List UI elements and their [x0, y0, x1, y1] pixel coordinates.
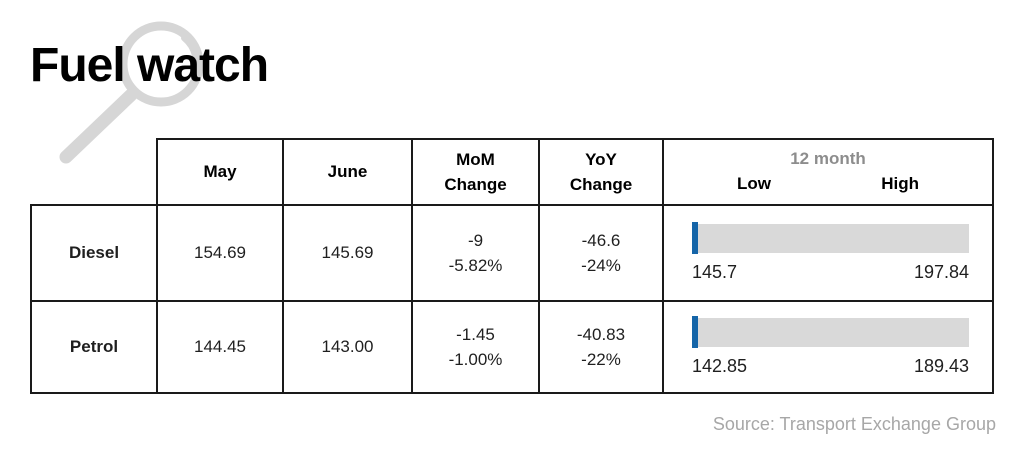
cell-diesel-mom-change: -9 -5.82% [411, 204, 540, 302]
diesel-range-bar [692, 221, 969, 254]
petrol-range-marker-icon [692, 315, 698, 348]
col-header-june: June [282, 138, 413, 206]
diesel-range-marker-icon [692, 221, 698, 254]
magnifier-icon [59, 21, 204, 164]
cell-diesel-june: 145.69 [282, 204, 413, 302]
cell-petrol-june: 143.00 [282, 300, 413, 394]
table-row-petrol: Petrol 144.45 143.00 -1.45 -1.00% -40.83… [30, 300, 994, 394]
col-header-yoy-change: YoY Change [538, 138, 664, 206]
low-column-label: Low [737, 174, 771, 193]
twelve-month-label: 12 month [790, 149, 866, 169]
col-header-12-month: 12 month Low High [662, 138, 994, 206]
petrol-range-low-value: 142.85 [692, 355, 748, 376]
header-spacer-cell [31, 139, 157, 205]
cell-petrol-yoy-change: -40.83 -22% [538, 300, 664, 394]
header-row: May June MoM Change YoY Change 12 month … [31, 138, 994, 206]
cell-diesel-may: 154.69 [156, 204, 284, 302]
cell-diesel-yoy-change: -46.6 -24% [538, 204, 664, 302]
fuel-table: May June MoM Change YoY Change 12 month … [30, 138, 994, 394]
diesel-range-low-value: 145.7 [692, 261, 738, 282]
source-credit: Source: Transport Exchange Group [712, 414, 996, 434]
cell-petrol-mom-change: -1.45 -1.00% [411, 300, 540, 394]
petrol-range-bar [692, 315, 969, 348]
diesel-range-high-value: 197.84 [913, 261, 969, 282]
row-label-petrol: Petrol [30, 300, 158, 394]
col-header-may: May [156, 138, 284, 206]
table-row-diesel: Diesel 154.69 145.69 -9 -5.82% -46.6 -24… [30, 204, 994, 302]
high-column-label: High [881, 174, 919, 193]
petrol-range-high-value: 189.43 [913, 355, 969, 376]
cell-petrol-range: 142.85 189.43 [662, 300, 994, 394]
cell-diesel-range: 145.7 197.84 [662, 204, 994, 302]
col-header-mom-change: MoM Change [411, 138, 540, 206]
page-title: Fuel watch [30, 39, 269, 92]
row-label-diesel: Diesel [30, 204, 158, 302]
cell-petrol-may: 144.45 [156, 300, 284, 394]
